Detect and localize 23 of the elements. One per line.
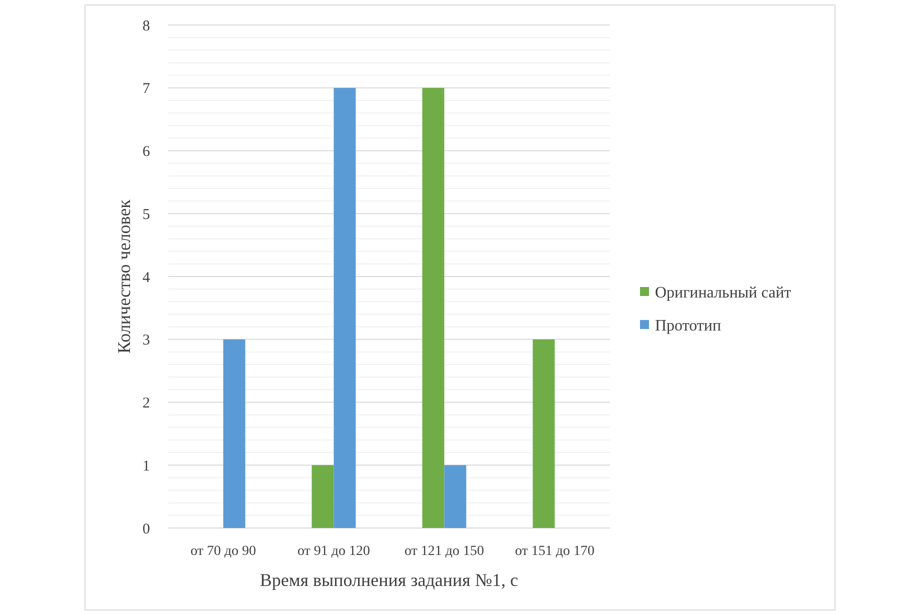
x-tick-label: от 91 до 120	[297, 544, 370, 559]
bar	[223, 339, 246, 528]
bar	[334, 88, 356, 528]
bar	[422, 88, 444, 528]
x-axis-title: Время выполнения задания №1, с	[260, 570, 518, 590]
bar	[444, 465, 466, 528]
legend-label: Оригинальный сайт	[655, 284, 792, 302]
y-tick-label: 2	[142, 396, 150, 412]
y-tick-label: 5	[142, 206, 150, 223]
legend-label: Прототип	[655, 318, 722, 335]
y-tick-label: 3	[142, 332, 150, 349]
x-tick-label: от 151 до 170	[514, 544, 595, 559]
y-tick-label: 4	[142, 270, 150, 286]
y-tick-label: 6	[142, 144, 150, 160]
y-axis-title: Количество человек	[114, 199, 134, 354]
y-tick-label: 1	[142, 458, 150, 474]
y-tick-label: 0	[142, 521, 150, 538]
y-tick-label: 7	[142, 81, 150, 98]
x-tick-label: от 121 до 150	[404, 544, 484, 559]
bar	[312, 465, 334, 528]
x-tick-label: от 70 до 90	[190, 544, 256, 559]
bar	[532, 339, 555, 528]
y-tick-label: 8	[142, 18, 150, 34]
